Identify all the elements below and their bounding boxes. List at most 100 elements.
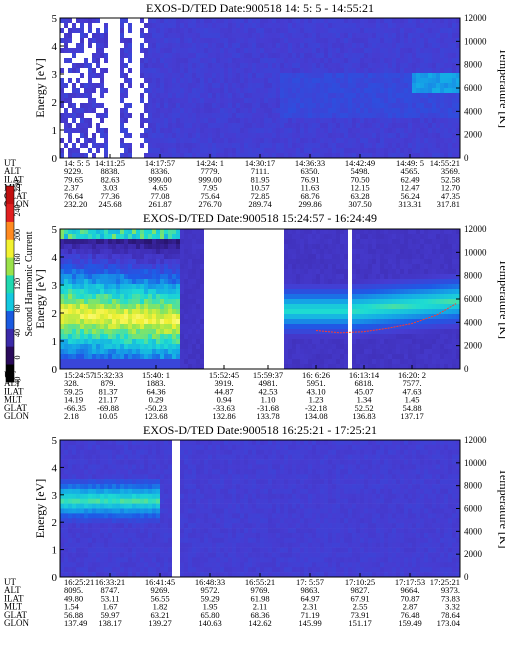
panel-2-left-tick-label: 1 xyxy=(52,336,58,348)
panel-3-row-label-glat: GLAT xyxy=(4,610,27,620)
panel-1-cell: 276.70 xyxy=(198,199,221,209)
panel-2-cell: 59.25 xyxy=(64,386,83,396)
panel-3-cell: 53.11 xyxy=(101,593,120,603)
panel-1-right-tick-label: 6000 xyxy=(464,83,483,93)
panel-3-right-tick-label: 6000 xyxy=(464,504,483,514)
panel-1-cell: 47.35 xyxy=(441,191,460,201)
panel-1-cell: 8838. xyxy=(100,166,119,176)
panel-2-right-tick-label: 4000 xyxy=(464,317,483,327)
panel-2-cell: 15:40: 1 xyxy=(142,370,170,380)
panel-2-cell: 54.88 xyxy=(402,403,421,413)
panel-2-right-tick-label: 8000 xyxy=(464,271,483,281)
panel-1-ylabel-left: Energy [eV] xyxy=(33,58,47,117)
panel-3-cell: 9269. xyxy=(150,585,169,595)
panel-1-cell: 11.63 xyxy=(301,183,320,193)
panel-1-cell: 14:11:25 xyxy=(95,158,125,168)
colorbar-tick-label: -40 xyxy=(13,377,22,388)
panel-1-cell: 2.37 xyxy=(64,183,79,193)
panel-2-cell: 1.45 xyxy=(405,395,420,405)
panel-3-title: EXOS-D/TED Date:900518 16:25:21 - 17:25:… xyxy=(143,423,377,437)
panel-1-cell: 4.65 xyxy=(153,183,168,193)
panel-3-row-label-ut: UT xyxy=(4,577,16,587)
panel-2-ylabel-left: Energy [eV] xyxy=(33,269,47,328)
panel-1-cell: 76.91 xyxy=(300,174,319,184)
panel-3-right-tick-label: 4000 xyxy=(464,526,483,536)
panel-2-cell: -50.23 xyxy=(145,403,167,413)
panel-2-left-tick-label: 3 xyxy=(52,280,58,292)
panel-3-cell: 56.55 xyxy=(150,593,169,603)
panel-3-cell: 8747. xyxy=(100,585,119,595)
panel-1-left-tick-label: 3 xyxy=(52,69,58,81)
panel-3-cell: 71.19 xyxy=(300,610,319,620)
panel-1-cell: 5498. xyxy=(350,166,369,176)
panel-1-cell: 70.50 xyxy=(350,174,369,184)
colorbar-tick-label: 80 xyxy=(13,305,22,313)
panel-2-cell: 64.36 xyxy=(146,386,165,396)
panel-3-cell: 9827. xyxy=(350,585,369,595)
panel-1-cell: 317.81 xyxy=(437,199,460,209)
colorbar-segment xyxy=(6,239,14,258)
panel-1-right-tick-label: 8000 xyxy=(464,60,483,70)
panel-3-cell: 9572. xyxy=(200,585,219,595)
panel-1-row-label-ut: UT xyxy=(4,158,16,168)
panel-2-left-tick-label: 5 xyxy=(52,224,58,236)
panel-3-cell: 173.04 xyxy=(437,618,461,628)
panel-3-ylabel-left: Energy [eV] xyxy=(33,479,47,538)
panel-1-cell: 76.64 xyxy=(64,191,84,201)
panel-1-cell: 12.47 xyxy=(400,183,419,193)
panel-3-cell: 76.48 xyxy=(400,610,419,620)
panel-3-right-tick-label: 10000 xyxy=(464,458,487,468)
panel-2-title: EXOS-D/TED Date:900518 15:24:57 - 16:24:… xyxy=(143,211,377,225)
panel-2-cell: 45.07 xyxy=(354,386,373,396)
colorbar-tick-label: 120 xyxy=(13,278,22,290)
panel-3-cell: 64.97 xyxy=(300,593,319,603)
panel-2-cell: 1.10 xyxy=(261,395,276,405)
panel-1-cell: 3569. xyxy=(441,166,460,176)
panel-1-cell: 999.00 xyxy=(198,174,221,184)
panel-2-cell: 21.17 xyxy=(98,395,117,405)
colorbar-segment xyxy=(6,364,14,383)
panel-3-cell: 17:10:25 xyxy=(345,577,375,587)
panel-2-right-tick-label: 10000 xyxy=(464,247,487,257)
panel-1-cell: 62.49 xyxy=(400,174,419,184)
panel-3-cell: 17:25:21 xyxy=(430,577,460,587)
panel-3-left-tick-label: 5 xyxy=(52,435,58,447)
panel-2-cell: 16: 6:26 xyxy=(302,370,330,380)
panel-1-row-label-alt: ALT xyxy=(4,166,21,176)
panel-1-row-label-glat: GLAT xyxy=(4,191,27,201)
panel-3-cell: 1.67 xyxy=(103,602,118,612)
panel-3-cell: 49.80 xyxy=(64,593,83,603)
panel-3-cell: 138.17 xyxy=(98,618,121,628)
panel-3-cell: 9863. xyxy=(300,585,319,595)
panel-2-row-label-ilat: ILAT xyxy=(4,386,24,396)
panel-1-cell: 299.86 xyxy=(298,199,321,209)
panel-3-cell: 145.99 xyxy=(298,618,321,628)
panel-2-right-tick-label: 6000 xyxy=(464,294,483,304)
panel-2-cell: 132.86 xyxy=(212,411,235,421)
panel-3-right-tick-label: 8000 xyxy=(464,481,483,491)
panel-2-cell: 52.52 xyxy=(354,403,373,413)
colorbar-segment xyxy=(6,186,14,205)
panel-2-row-label-alt: ALT xyxy=(4,378,21,388)
panel-3-cell: 59.29 xyxy=(200,593,219,603)
panel-3-cell: 159.49 xyxy=(398,618,421,628)
panel-3-cell: 68.36 xyxy=(250,610,269,620)
panel-1-cell: 68.76 xyxy=(300,191,319,201)
panel-3-cell: 1.54 xyxy=(64,602,80,612)
panel-1-cell: 7111. xyxy=(251,166,270,176)
colorbar-segment xyxy=(6,275,14,294)
panel-3-cell: 67.91 xyxy=(350,593,369,603)
panel-3-cell: 2.31 xyxy=(303,602,318,612)
panel-3-cell: 78.64 xyxy=(441,610,461,620)
panel-2-spectrogram xyxy=(60,229,461,370)
panel-2-right-tick-label: 12000 xyxy=(464,224,487,234)
panel-3-left-tick-label: 4 xyxy=(52,462,58,474)
panel-1-cell: 75.64 xyxy=(200,191,220,201)
panel-1-cell: 77.08 xyxy=(150,191,169,201)
panel-3-left-tick-label: 1 xyxy=(52,545,58,557)
panel-2-cell: 6818. xyxy=(354,378,373,388)
panel-1-cell: 7.95 xyxy=(203,183,218,193)
panel-1-cell: 52.58 xyxy=(441,174,460,184)
panel-1-cell: 72.85 xyxy=(250,191,269,201)
